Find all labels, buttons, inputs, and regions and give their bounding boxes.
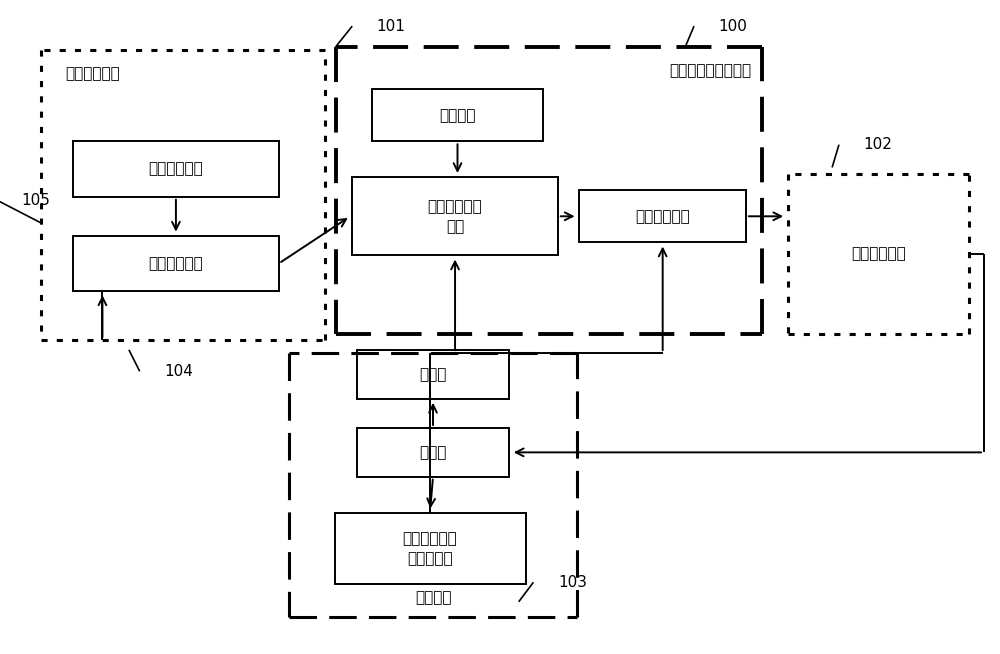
Text: 激发光源: 激发光源 [439,108,476,123]
Text: 103: 103 [558,575,587,590]
Text: 105: 105 [21,192,50,207]
Text: 显微操控单元: 显微操控单元 [149,256,203,271]
Text: 101: 101 [377,18,406,33]
Text: 微管吸吵模块: 微管吸吵模块 [65,67,120,82]
Text: 计算机: 计算机 [419,445,447,460]
Bar [73,141,279,197]
Text: 触发器: 触发器 [419,367,447,382]
Bar [579,190,746,243]
Text: 104: 104 [164,364,193,379]
Text: 倒置相差显微
镜体: 倒置相差显微 镜体 [428,199,482,233]
Bar [357,428,509,477]
Bar [335,513,526,584]
Bar [73,236,279,291]
Text: 滤镜光学组件: 滤镜光学组件 [635,209,690,224]
Text: 图像重建与数
据分析单元: 图像重建与数 据分析单元 [403,531,457,566]
Text: 控制模块: 控制模块 [415,590,451,605]
Text: 100: 100 [719,18,747,33]
Text: 压力控制单元: 压力控制单元 [149,162,203,177]
Bar [372,90,543,141]
Bar [357,350,509,399]
Text: 信号采集模块: 信号采集模块 [851,247,906,261]
Text: 102: 102 [863,137,892,152]
Bar [352,177,558,255]
Text: 倒置荧光相差显微镜: 倒置荧光相差显微镜 [670,63,752,78]
